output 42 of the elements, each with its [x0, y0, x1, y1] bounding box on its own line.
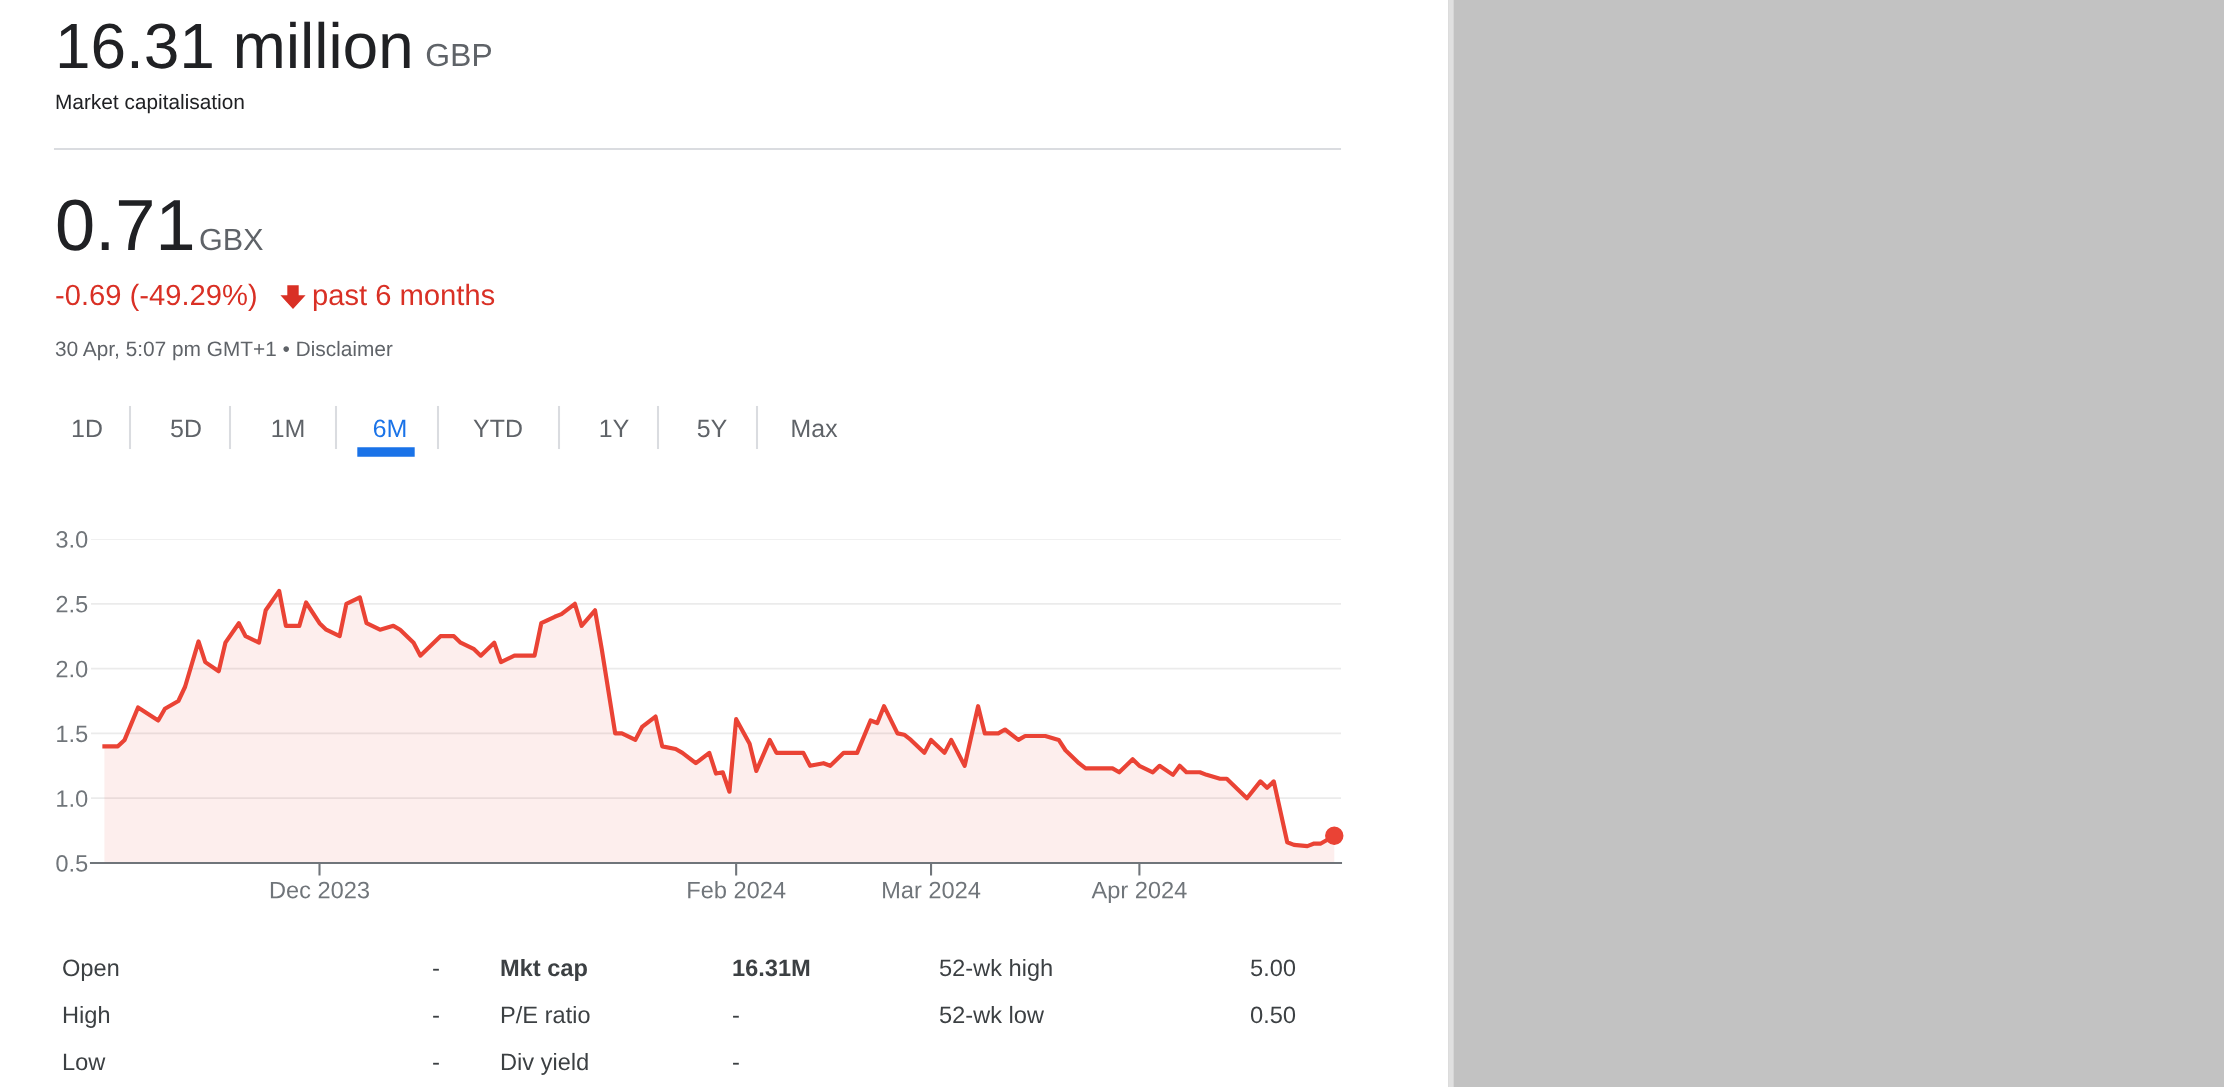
text: 5.00	[1250, 959, 1296, 977]
text: YTD	[473, 419, 522, 437]
text: 6M	[373, 419, 406, 438]
text: Div yield	[501, 1052, 588, 1075]
chart-title: 16.31 million	[59, 21, 410, 69]
text: GBX	[200, 228, 263, 251]
text: 5Y	[697, 419, 727, 438]
text: -	[433, 1015, 439, 1018]
text: -	[733, 1015, 739, 1018]
text: 5D	[171, 419, 201, 438]
text: 0.71	[57, 199, 193, 251]
text: 1M	[272, 419, 304, 437]
text: 1D	[72, 419, 102, 437]
y-tick-label: 1.5	[57, 725, 88, 743]
text: GBP	[426, 43, 492, 67]
text: 30 Apr, 5:07 pm GMT+1 • Disclaimer	[55, 340, 393, 361]
text: High	[63, 1005, 110, 1028]
x-tick-label: Feb 2024	[688, 881, 786, 899]
x-tick-label: Mar 2024	[883, 881, 981, 899]
y-tick-label: 0.5	[56, 855, 88, 872]
text: 52-wk low	[939, 1005, 1045, 1024]
text: -	[733, 1062, 739, 1065]
text: Low	[63, 1053, 106, 1071]
text: -	[433, 1062, 439, 1065]
text: 1Y	[600, 419, 629, 437]
text: 16.31M	[733, 959, 810, 977]
y-tick-label: 2.0	[56, 660, 88, 678]
text: past 6 months	[313, 283, 495, 312]
text: 52-wk high	[939, 958, 1052, 981]
y-tick-label: 3.0	[56, 531, 88, 548]
text: -0.69 (-49.29%)	[56, 283, 256, 312]
text: -	[433, 968, 439, 971]
x-tick-label: Dec 2023	[270, 881, 369, 899]
y-tick-label: 2.5	[56, 595, 88, 613]
text: 0.50	[1250, 1006, 1296, 1024]
text: Max	[792, 419, 838, 438]
text: Market capitalisation	[56, 93, 244, 114]
text: Open	[63, 959, 119, 981]
text: Mkt cap	[501, 958, 587, 981]
x-tick-label: Apr 2024	[1091, 881, 1187, 904]
text: P/E ratio	[501, 1005, 590, 1024]
y-tick-label: 1.0	[57, 790, 88, 807]
